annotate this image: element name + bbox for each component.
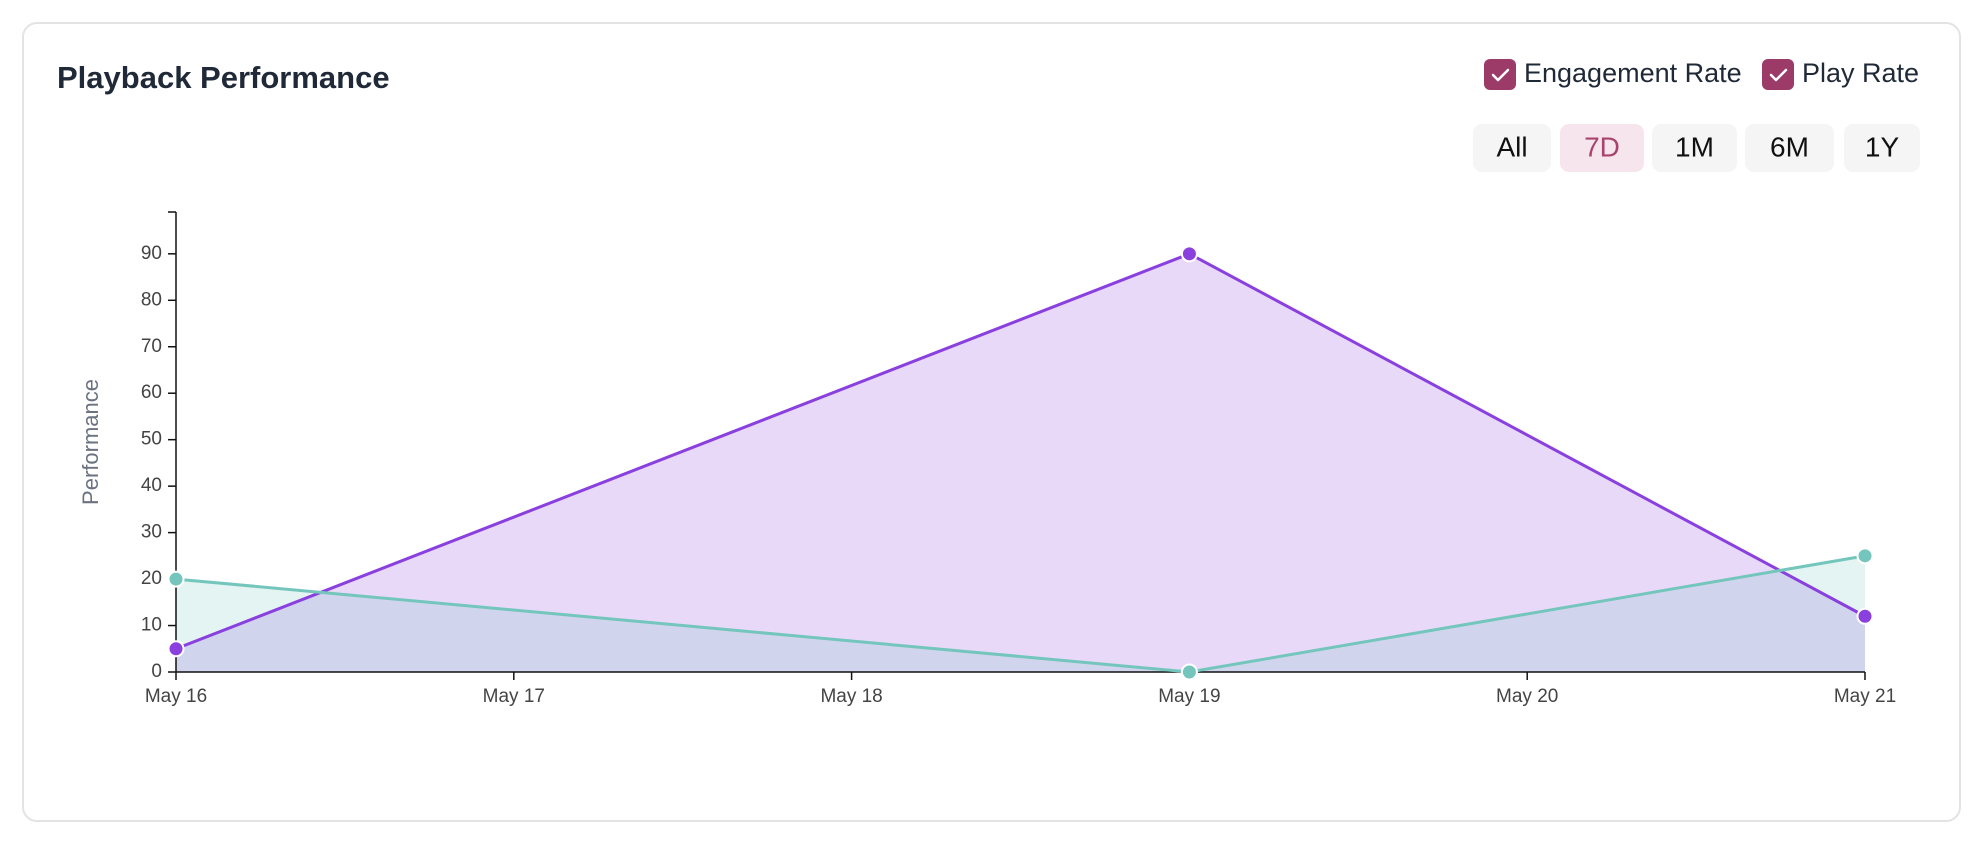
x-tick-label: May 16	[145, 686, 207, 707]
y-tick-label: 20	[141, 568, 162, 589]
point	[167, 640, 185, 658]
x-tick-label: May 20	[1496, 686, 1558, 707]
legend-checkbox[interactable]	[1762, 59, 1794, 90]
y-tick-label: 40	[141, 475, 162, 496]
range-button-label[interactable]: All	[1496, 131, 1527, 162]
y-tick-label: 80	[141, 289, 162, 310]
y-tick-label: 60	[141, 382, 162, 403]
chart-title: Playback Performance	[57, 60, 390, 95]
range-button[interactable]	[1473, 124, 1551, 172]
x-tick-label: May 18	[820, 686, 882, 707]
check-icon	[1769, 68, 1788, 82]
legend-label: Play Rate	[1802, 58, 1919, 88]
y-axis-label: Performance	[78, 379, 103, 505]
y-tick-label: 0	[151, 661, 162, 682]
point	[1856, 607, 1874, 625]
y-tick-label: 10	[141, 615, 162, 636]
range-button-label[interactable]: 6M	[1770, 131, 1809, 162]
x-tick-label: May 19	[1158, 686, 1220, 707]
area	[176, 253, 1865, 672]
x-tick-label: May 17	[483, 686, 545, 707]
range-button[interactable]	[1745, 124, 1834, 172]
range-button-label[interactable]: 1M	[1675, 131, 1714, 162]
y-tick-label: 90	[141, 243, 162, 264]
point	[1180, 663, 1198, 681]
y-tick-label: 50	[141, 429, 162, 450]
range-button-label[interactable]: 7D	[1584, 131, 1620, 162]
range-button-label[interactable]: 1Y	[1865, 131, 1900, 162]
point	[1180, 245, 1198, 263]
check-icon	[1491, 68, 1510, 82]
x-tick-label: May 21	[1834, 686, 1896, 707]
y-tick-label: 70	[141, 336, 162, 357]
y-tick-label: 30	[141, 522, 162, 543]
legend-label: Engagement Rate	[1524, 58, 1742, 88]
point	[167, 570, 185, 588]
area	[176, 555, 1865, 672]
legend-checkbox[interactable]	[1484, 59, 1516, 90]
range-button[interactable]	[1844, 124, 1920, 172]
range-button[interactable]	[1560, 124, 1644, 172]
point	[1856, 547, 1874, 565]
range-button[interactable]	[1652, 124, 1737, 172]
